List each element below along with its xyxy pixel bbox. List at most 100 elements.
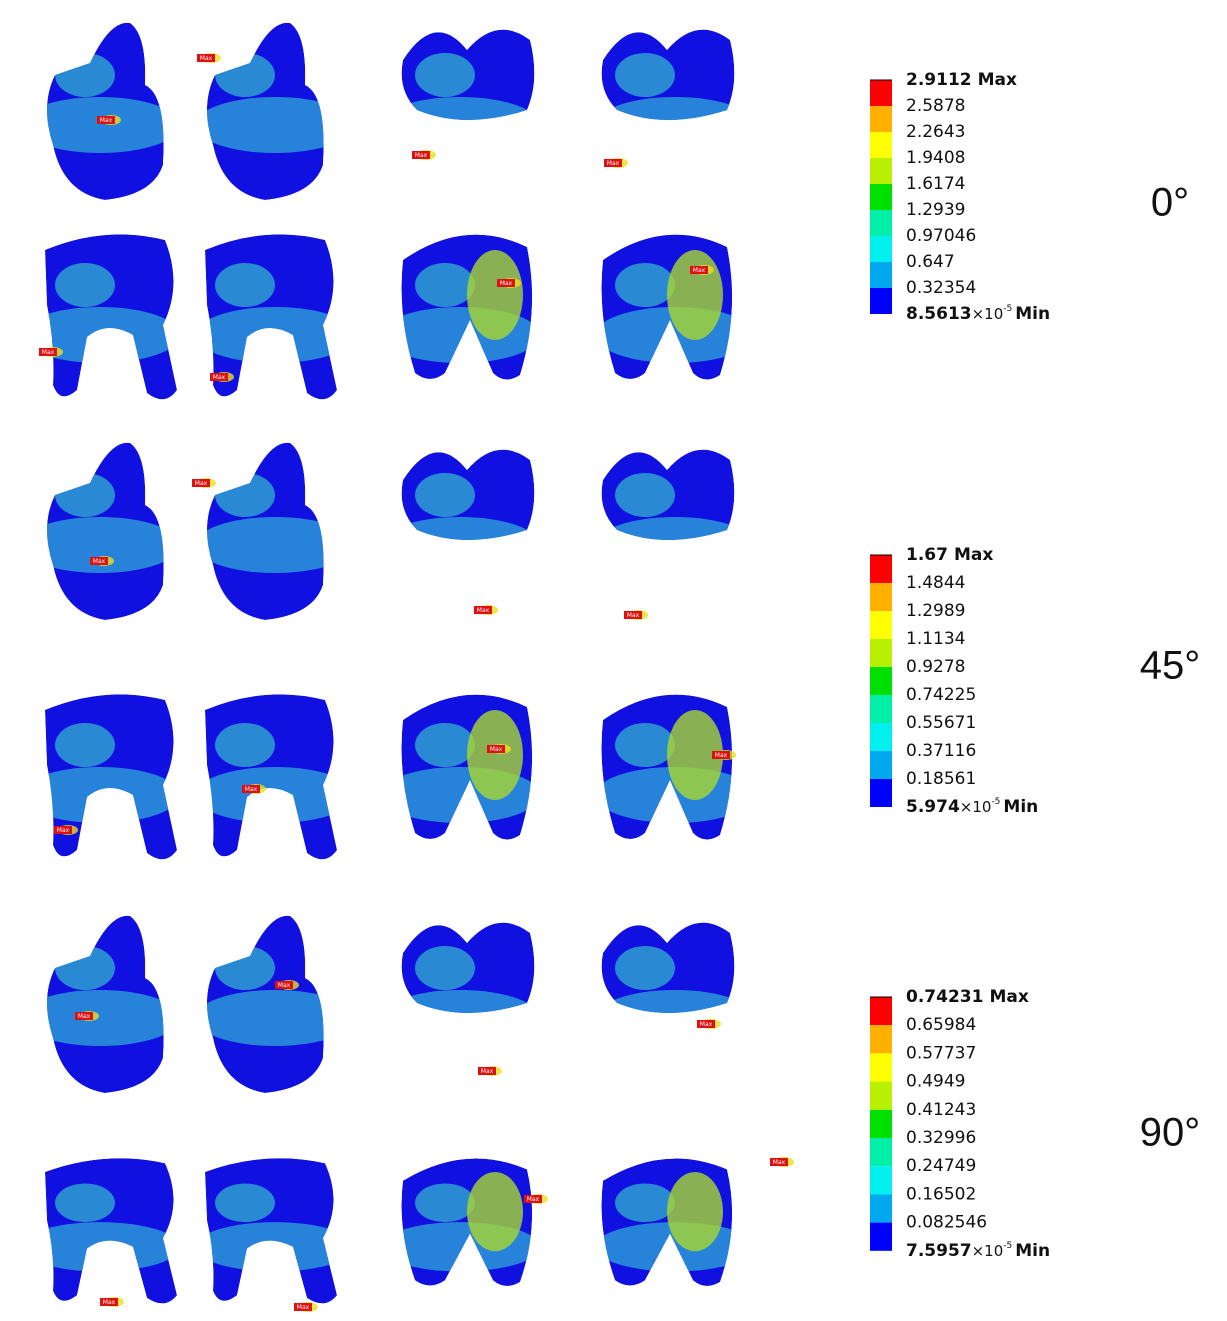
max-marker-label: Max bbox=[527, 1196, 540, 1203]
legend-level: 0.647 bbox=[906, 252, 955, 272]
max-marker-label: Max bbox=[57, 827, 70, 834]
stress-band bbox=[195, 307, 355, 363]
max-marker-label: Max bbox=[607, 160, 620, 167]
tooth bbox=[195, 694, 355, 859]
legend-band bbox=[870, 1025, 892, 1053]
legend-band bbox=[870, 779, 892, 807]
legend-band bbox=[870, 80, 892, 106]
max-marker-label: Max bbox=[481, 1068, 494, 1075]
stress-band bbox=[55, 946, 115, 990]
tooth bbox=[380, 1159, 540, 1286]
stress-band bbox=[415, 1183, 475, 1222]
legend-level: 2.5878 bbox=[906, 96, 965, 116]
tooth bbox=[195, 916, 355, 1093]
tooth bbox=[20, 443, 180, 620]
max-marker-label: Max bbox=[715, 752, 728, 759]
stress-spot bbox=[667, 1172, 723, 1251]
min-exp: -5 bbox=[1003, 1240, 1012, 1250]
tooth bbox=[20, 916, 180, 1093]
stress-band bbox=[595, 990, 755, 1046]
times-ten: ×10 bbox=[960, 798, 992, 816]
legend-band bbox=[870, 583, 892, 611]
legend-band bbox=[870, 236, 892, 262]
legend-level: 1.2939 bbox=[906, 200, 965, 220]
stress-band bbox=[615, 946, 675, 990]
stress-spot bbox=[667, 250, 723, 340]
legend-level: 0.9278 bbox=[906, 657, 965, 677]
legend-band bbox=[870, 1082, 892, 1110]
legend-level: 0.16502 bbox=[906, 1184, 976, 1204]
stress-band bbox=[195, 1222, 355, 1271]
stress-band bbox=[615, 1183, 675, 1222]
legend-band bbox=[870, 1194, 892, 1222]
legend-level: 0.37116 bbox=[906, 741, 976, 761]
max-marker-label: Max bbox=[195, 480, 208, 487]
max-marker-label: Max bbox=[200, 55, 213, 62]
angle-label: 90° bbox=[1140, 1111, 1201, 1155]
stress-band bbox=[215, 1183, 275, 1222]
stress-band bbox=[215, 473, 275, 517]
max-marker-label: Max bbox=[213, 374, 226, 381]
max-word: Max bbox=[978, 70, 1017, 90]
stress-band bbox=[380, 97, 540, 153]
legend-max: 2.9112Max bbox=[906, 70, 1017, 90]
tooth bbox=[595, 1159, 755, 1286]
stress-band bbox=[615, 263, 675, 307]
stress-band bbox=[55, 263, 115, 307]
legend-level: 0.55671 bbox=[906, 713, 976, 733]
tooth bbox=[380, 30, 540, 153]
legend-level: 0.41243 bbox=[906, 1100, 976, 1120]
stress-band bbox=[20, 97, 180, 153]
legend-band bbox=[870, 210, 892, 236]
times-ten: ×10 bbox=[972, 1241, 1004, 1259]
stress-band bbox=[215, 723, 275, 767]
stress-band bbox=[195, 97, 355, 153]
stress-band bbox=[415, 263, 475, 307]
max-marker-label: Max bbox=[278, 982, 291, 989]
legend-level: 1.2989 bbox=[906, 601, 965, 621]
stress-band bbox=[55, 1183, 115, 1222]
stress-band bbox=[55, 53, 115, 97]
legend-band bbox=[870, 751, 892, 779]
max-marker-label: Max bbox=[700, 1021, 713, 1028]
tooth bbox=[20, 1158, 180, 1303]
stress-band bbox=[215, 53, 275, 97]
max-value: 0.74231 bbox=[906, 987, 983, 1007]
legend-min: 8.5613×10-5Min bbox=[906, 304, 1050, 325]
legend-level: 0.4949 bbox=[906, 1072, 965, 1092]
legend-level: 0.65984 bbox=[906, 1015, 976, 1035]
tooth bbox=[595, 450, 755, 573]
legend-max: 1.67Max bbox=[906, 545, 993, 565]
min-exp: -5 bbox=[1003, 304, 1012, 314]
stress-band bbox=[20, 990, 180, 1046]
max-marker-label: Max bbox=[42, 349, 55, 356]
legend-level: 1.1134 bbox=[906, 629, 965, 649]
legend-level: 2.2643 bbox=[906, 122, 965, 142]
tooth bbox=[380, 235, 540, 380]
min-value: 7.5957 bbox=[906, 1241, 972, 1261]
stress-band bbox=[595, 97, 755, 153]
legend-band bbox=[870, 555, 892, 583]
legend-band bbox=[870, 667, 892, 695]
legend-level: 1.4844 bbox=[906, 573, 965, 593]
legend-band bbox=[870, 132, 892, 158]
tooth bbox=[20, 23, 180, 200]
max-marker-label: Max bbox=[415, 152, 428, 159]
angle-label: 45° bbox=[1140, 644, 1201, 688]
tooth bbox=[20, 694, 180, 859]
tooth bbox=[595, 695, 755, 840]
tooth bbox=[595, 235, 755, 380]
tooth bbox=[20, 234, 180, 399]
stress-spot bbox=[467, 250, 523, 340]
stress-band bbox=[195, 517, 355, 573]
max-marker-label: Max bbox=[773, 1159, 786, 1166]
legend-band bbox=[870, 723, 892, 751]
legend-band bbox=[870, 639, 892, 667]
stress-band bbox=[55, 473, 115, 517]
legend-band bbox=[870, 262, 892, 288]
legend-level: 0.74225 bbox=[906, 685, 976, 705]
legend-band bbox=[870, 106, 892, 132]
legend-level: 0.082546 bbox=[906, 1213, 987, 1233]
